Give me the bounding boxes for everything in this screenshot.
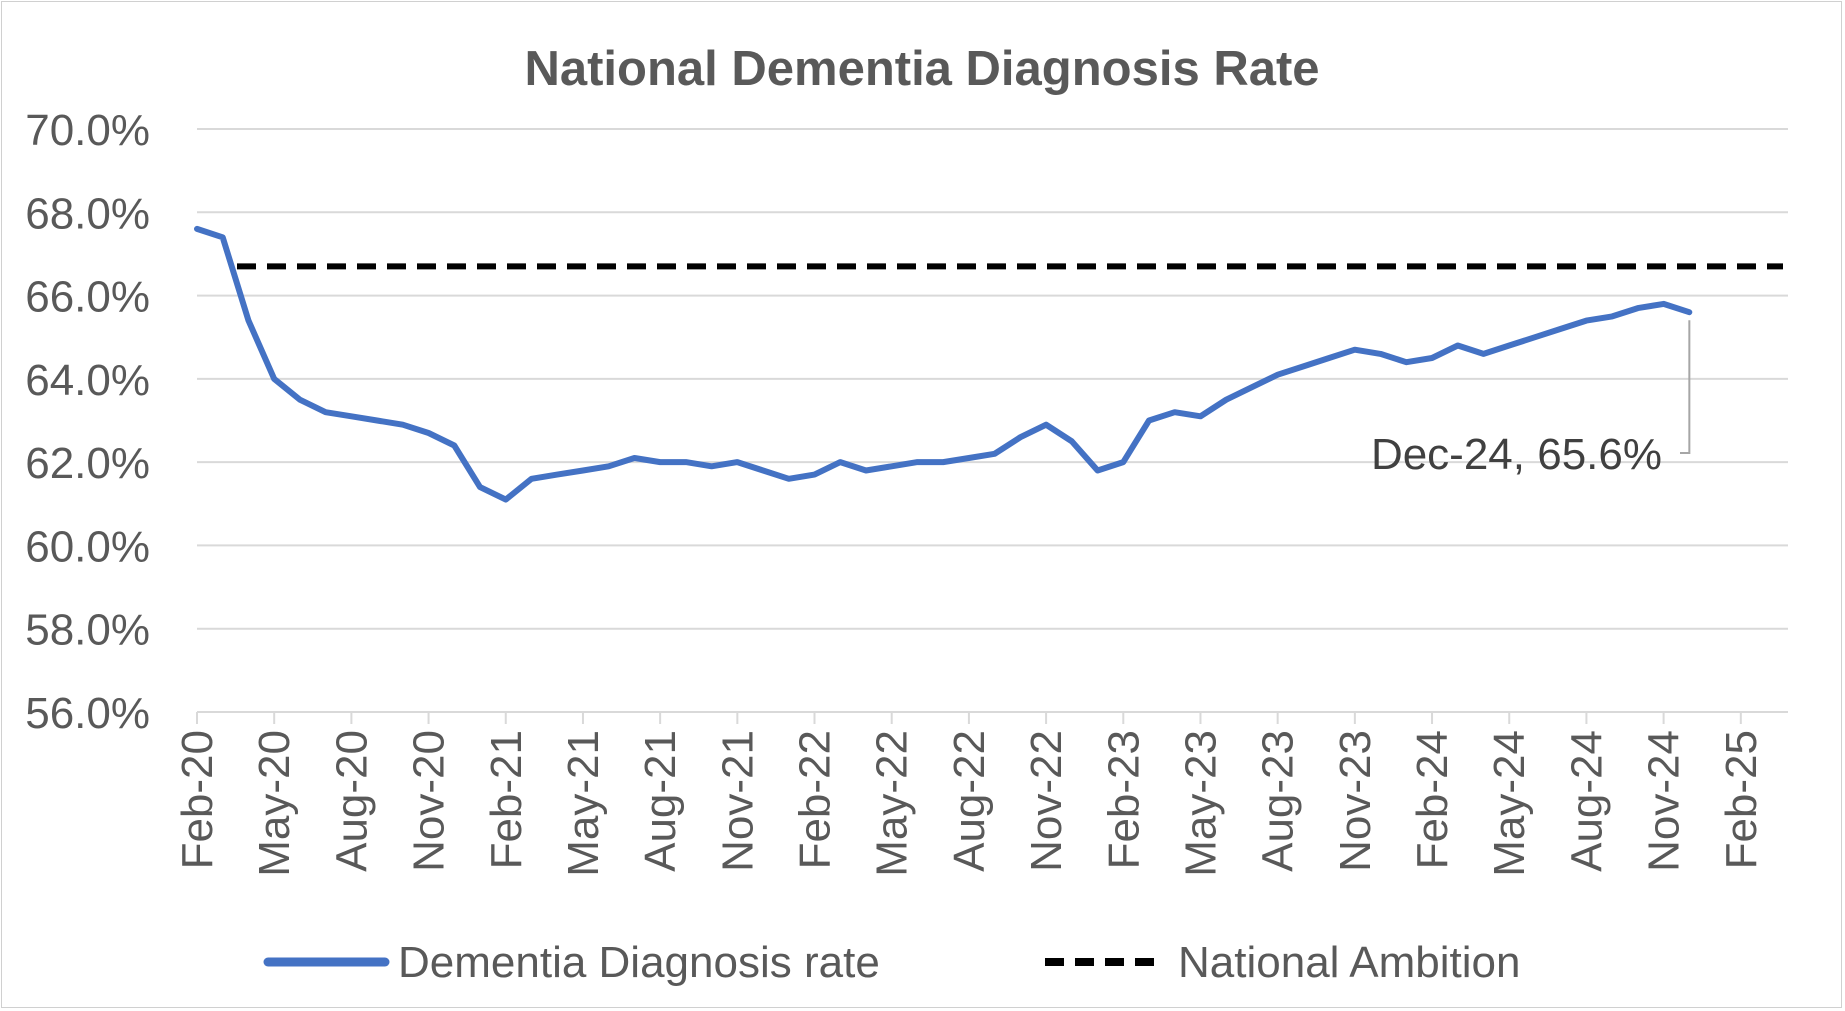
- x-tick-label: Feb-22: [791, 730, 840, 869]
- x-tick-label: Feb-24: [1408, 730, 1457, 869]
- y-tick-label: 56.0%: [25, 689, 150, 738]
- y-tick-label: 66.0%: [25, 273, 150, 322]
- chart-title: National Dementia Diagnosis Rate: [524, 42, 1319, 96]
- y-tick-label: 64.0%: [25, 356, 150, 405]
- x-tick-label: Nov-22: [1022, 730, 1071, 872]
- y-tick-label: 68.0%: [25, 189, 150, 238]
- annotation-layer: Dec-24, 65.6%: [1371, 320, 1691, 479]
- y-axis-tick-labels: 70.0% 68.0% 66.0% 64.0% 62.0% 60.0% 58.0% 56.0%: [25, 106, 150, 738]
- legend-label-dementia-diagnosis-rate: Dementia Diagnosis rate: [398, 938, 880, 987]
- x-tick-label: Aug-21: [636, 730, 685, 872]
- y-tick-label: 58.0%: [25, 606, 150, 655]
- y-tick-label: 60.0%: [25, 522, 150, 571]
- annotation-leader-line: [1680, 320, 1691, 454]
- x-tick-label: Nov-23: [1331, 730, 1380, 872]
- legend: Dementia Diagnosis rate National Ambitio…: [263, 938, 1520, 987]
- x-tick-label: Feb-21: [482, 730, 531, 869]
- x-tick-label: Aug-20: [327, 730, 376, 872]
- x-tick-label: Nov-21: [713, 730, 762, 872]
- series-line-dementia-diagnosis-rate: [194, 225, 1693, 503]
- x-tick-label: May-24: [1485, 730, 1534, 877]
- y-tick-label: 70.0%: [25, 106, 150, 155]
- x-tick-label: Aug-23: [1254, 730, 1303, 872]
- x-tick-label: Nov-24: [1640, 730, 1689, 872]
- gridlines: [197, 128, 1788, 713]
- x-tick-label: Aug-24: [1562, 730, 1611, 872]
- x-tick-label: May-22: [868, 730, 917, 877]
- x-tick-label: Nov-20: [405, 730, 454, 872]
- legend-label-national-ambition: National Ambition: [1178, 938, 1520, 987]
- x-tick-label: May-20: [250, 730, 299, 877]
- x-axis: Feb-20 May-20 Aug-20 Nov-20 Feb-21 May-21 Aug-…: [173, 711, 1788, 877]
- x-tick-label: May-21: [559, 730, 608, 877]
- x-tick-label: Aug-22: [945, 730, 994, 872]
- x-tick-label: Feb-20: [173, 730, 222, 869]
- x-tick-label: Feb-23: [1099, 730, 1148, 869]
- series-layer: [194, 225, 1783, 503]
- x-tick-label: Feb-25: [1717, 730, 1766, 869]
- x-tick-label: May-23: [1176, 730, 1225, 877]
- y-tick-label: 62.0%: [25, 439, 150, 488]
- data-label-dec-24: Dec-24, 65.6%: [1371, 430, 1662, 479]
